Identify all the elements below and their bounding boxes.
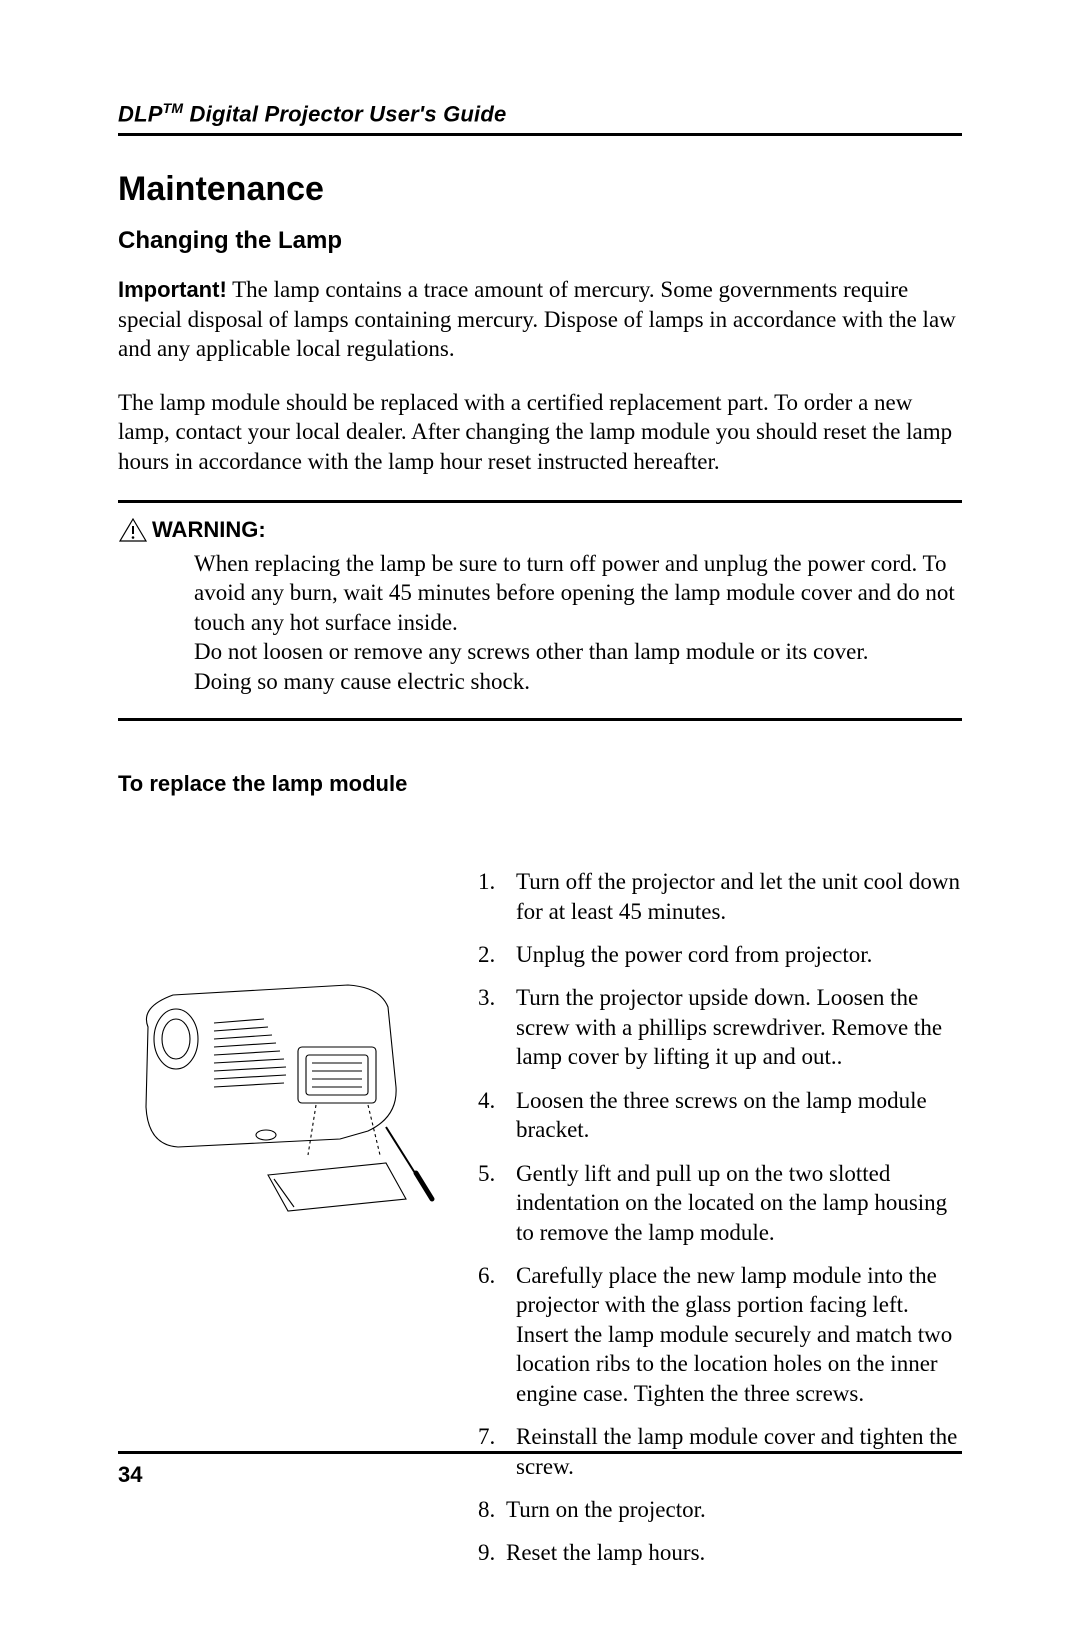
header-prefix: DLP bbox=[118, 101, 163, 126]
important-label: Important! bbox=[118, 277, 227, 302]
footer-rule bbox=[118, 1451, 962, 1454]
subsection-title: Changing the Lamp bbox=[118, 227, 962, 255]
step-item: Reset the lamp hours. bbox=[478, 1538, 962, 1567]
procedure-row: Turn off the projector and let the unit … bbox=[118, 867, 962, 1582]
page-number: 34 bbox=[118, 1462, 142, 1488]
warning-line: Doing so many cause electric shock. bbox=[194, 667, 962, 696]
important-paragraph: Important! The lamp contains a trace amo… bbox=[118, 275, 962, 363]
important-text: The lamp contains a trace amount of merc… bbox=[118, 277, 956, 361]
steps-list: Turn off the projector and let the unit … bbox=[478, 867, 962, 1568]
procedure-steps: Turn off the projector and let the unit … bbox=[478, 867, 962, 1582]
step-item: Loosen the three screws on the lamp modu… bbox=[478, 1086, 962, 1145]
warning-line: When replacing the lamp be sure to turn … bbox=[194, 549, 962, 637]
page-title: Maintenance bbox=[118, 170, 962, 209]
header-rule bbox=[118, 133, 962, 136]
header-suffix: Digital Projector User's Guide bbox=[183, 101, 506, 126]
step-text: Loosen the three screws on the lamp modu… bbox=[516, 1088, 927, 1142]
body-paragraph: The lamp module should be replaced with … bbox=[118, 388, 962, 476]
warning-text: When replacing the lamp be sure to turn … bbox=[118, 549, 962, 696]
step-item: Unplug the power cord from projector. bbox=[478, 940, 962, 969]
step-item: Carefully place the new lamp module into… bbox=[478, 1261, 962, 1408]
procedure-heading: To replace the lamp module bbox=[118, 771, 962, 797]
warning-label-row: WARNING: bbox=[118, 517, 962, 543]
step-text: Carefully place the new lamp module into… bbox=[516, 1263, 952, 1406]
step-text: Reset the lamp hours. bbox=[506, 1540, 705, 1565]
step-text: Turn on the projector. bbox=[506, 1497, 706, 1522]
step-item: Gently lift and pull up on the two slott… bbox=[478, 1159, 962, 1247]
warning-triangle-icon bbox=[118, 517, 148, 543]
projector-figure bbox=[118, 967, 448, 1232]
running-header: DLPTM Digital Projector User's Guide bbox=[118, 100, 962, 127]
page-content: DLPTM Digital Projector User's Guide Mai… bbox=[0, 0, 1080, 1642]
step-item: Turn off the projector and let the unit … bbox=[478, 867, 962, 926]
header-tm: TM bbox=[163, 100, 184, 116]
step-text: Turn the projector upside down. Loosen t… bbox=[516, 985, 942, 1069]
step-text: Gently lift and pull up on the two slott… bbox=[516, 1161, 947, 1245]
warning-block: WARNING: When replacing the lamp be sure… bbox=[118, 500, 962, 721]
step-text: Turn off the projector and let the unit … bbox=[516, 869, 960, 923]
step-item: Turn on the projector. bbox=[478, 1495, 962, 1524]
warning-label: WARNING: bbox=[152, 517, 266, 543]
warning-line: Do not loosen or remove any screws other… bbox=[194, 637, 962, 666]
step-text: Unplug the power cord from projector. bbox=[516, 942, 872, 967]
step-item: Turn the projector upside down. Loosen t… bbox=[478, 983, 962, 1071]
